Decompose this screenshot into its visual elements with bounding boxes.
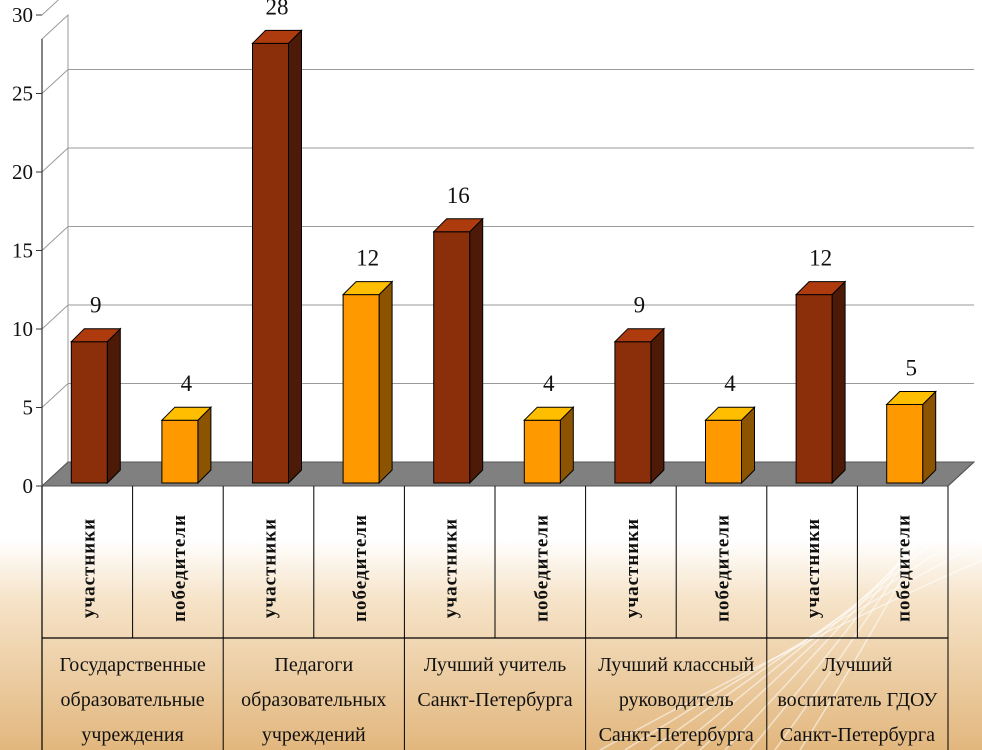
data-label: 9	[90, 293, 102, 318]
floor-edge	[947, 461, 975, 487]
data-label: 4	[543, 371, 555, 396]
group-label: образовательных	[241, 689, 386, 711]
category-table: участники победители Государственные образо…	[41, 461, 975, 750]
bar	[794, 280, 847, 485]
data-labels: 9 4 28 12 16 4 9 4 12 5	[90, 0, 917, 396]
series-label: участники	[78, 518, 99, 618]
gridline	[41, 69, 974, 94]
y-tick-label: 20	[12, 160, 33, 184]
bar	[341, 280, 394, 485]
series-label: участники	[260, 518, 281, 618]
group-label: Санкт-Петербурга	[417, 689, 572, 711]
bar-top	[523, 406, 575, 421]
bar-top	[885, 391, 937, 405]
series-label: победители	[169, 514, 190, 622]
background-streak	[674, 505, 982, 750]
group-label: Лучший классный	[598, 654, 754, 676]
data-label: 4	[181, 371, 193, 396]
bar-side	[831, 280, 846, 485]
background-streak	[749, 451, 982, 750]
background-streak	[649, 523, 982, 750]
bar-front	[252, 42, 289, 484]
group-label: Санкт-Петербурга	[780, 724, 935, 746]
gridline	[41, 147, 974, 173]
bar-top	[341, 281, 394, 296]
y-tick-label: 0	[23, 474, 34, 498]
background-streak	[724, 469, 982, 750]
gridline	[41, 304, 974, 330]
bar-top	[160, 406, 213, 421]
bar-front	[161, 419, 199, 484]
data-label: 9	[634, 293, 646, 318]
y-tick-label: 15	[12, 239, 33, 263]
bar-top	[251, 29, 303, 44]
bar-side	[650, 327, 665, 485]
bars	[70, 29, 937, 485]
series-label: участники	[803, 518, 824, 618]
gridline	[41, 383, 974, 408]
group-label: руководитель	[619, 689, 734, 711]
series-label: участники	[622, 518, 643, 618]
group-label: Лучший	[822, 654, 892, 676]
bar-front	[342, 294, 380, 484]
bar-top	[70, 328, 122, 343]
bar-front	[70, 341, 108, 484]
group-label: Санкт-Петербурга	[599, 724, 754, 746]
bar-side	[469, 217, 484, 485]
group-label: Государственные	[59, 654, 205, 676]
bar	[432, 217, 484, 485]
gridline	[41, 226, 974, 251]
gridline	[41, 0, 59, 16]
bar-top	[704, 406, 756, 421]
y-tick-label: 25	[12, 82, 33, 106]
group-label: Педагоги	[274, 654, 353, 676]
series-label: победители	[531, 514, 552, 622]
data-label: 12	[809, 246, 832, 271]
bar	[523, 405, 575, 485]
series-label: победители	[713, 514, 734, 622]
data-label: 12	[356, 246, 379, 271]
series-label: победители	[894, 514, 915, 622]
y-tick-label: 10	[12, 317, 33, 341]
data-label: 5	[905, 356, 917, 381]
bar-front	[886, 404, 924, 484]
bar-front	[705, 419, 742, 484]
bar	[885, 390, 937, 485]
group-label: образовательные	[61, 689, 205, 711]
bar	[613, 327, 666, 485]
group-label: учреждения	[81, 724, 183, 746]
bar-side	[922, 390, 937, 485]
data-label: 28	[266, 0, 289, 19]
series-label: участники	[441, 518, 462, 618]
y-tick-label: 5	[23, 396, 34, 420]
bar-front	[795, 294, 833, 484]
side-wall	[41, 13, 69, 488]
bar	[251, 29, 303, 485]
gridlines	[41, 0, 974, 408]
bar	[160, 405, 213, 485]
bar-top	[794, 281, 847, 296]
data-label: 4	[724, 371, 736, 396]
bar-side	[288, 29, 302, 485]
bar-top	[432, 218, 484, 233]
bar-front	[614, 341, 652, 484]
bar-side	[106, 327, 121, 485]
series-label: победители	[350, 514, 371, 622]
background-streak	[699, 487, 982, 750]
group-label: воспитатель ГДОУ	[777, 689, 938, 711]
bar-front	[523, 419, 561, 484]
group-label: учреждений	[262, 724, 366, 746]
bar-top	[613, 328, 666, 343]
group-label: Лучший учитель	[424, 654, 566, 676]
bar-side	[378, 280, 393, 485]
y-tick-label: 30	[12, 3, 33, 27]
bar	[704, 405, 756, 485]
data-label: 16	[447, 183, 470, 208]
y-axis: 0 5 10 15 20 25 30	[12, 3, 43, 498]
bar-front	[433, 231, 471, 484]
bar	[70, 327, 122, 485]
